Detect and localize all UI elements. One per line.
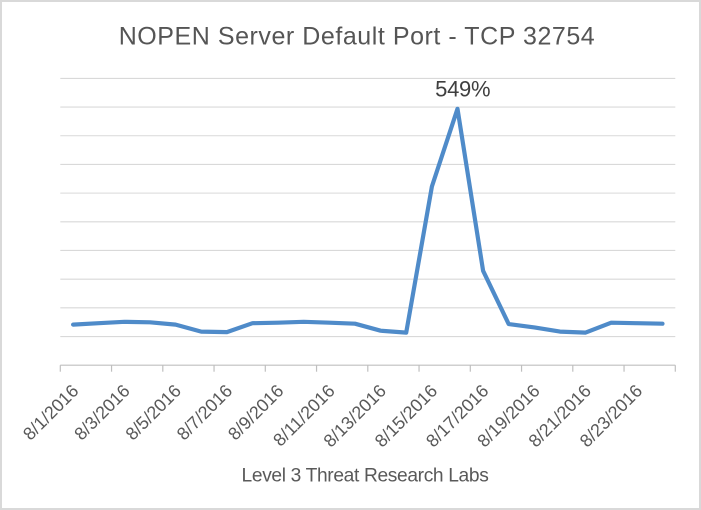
peak-data-label: 549%: [435, 77, 490, 102]
series-line: [70, 106, 665, 335]
chart-title: NOPEN Server Default Port - TCP 32754: [119, 23, 596, 51]
chart-caption: Level 3 Threat Research Labs: [242, 466, 489, 487]
